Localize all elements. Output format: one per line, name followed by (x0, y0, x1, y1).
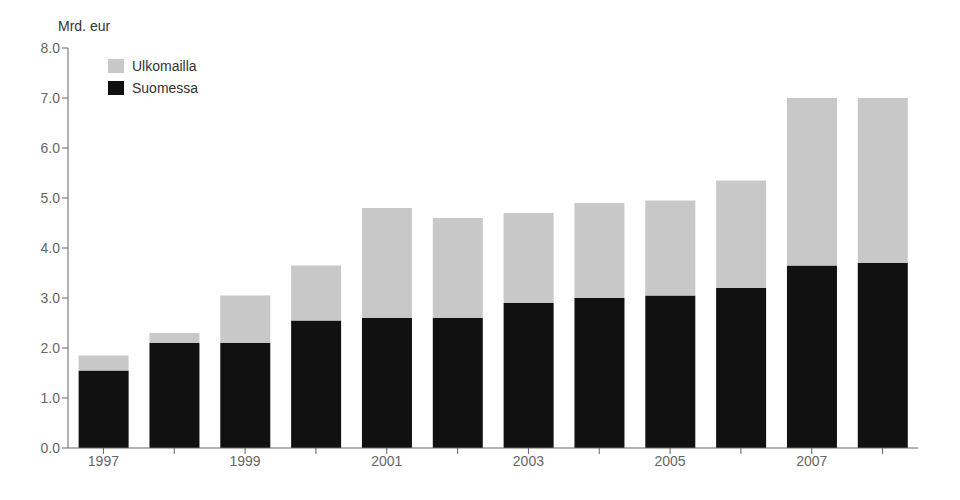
svg-text:2.0: 2.0 (41, 340, 61, 356)
svg-text:4.0: 4.0 (41, 240, 61, 256)
svg-text:2003: 2003 (513, 453, 544, 469)
svg-text:1.0: 1.0 (41, 390, 61, 406)
svg-text:6.0: 6.0 (41, 140, 61, 156)
html-text:Suomessa: Suomessa (132, 80, 199, 96)
html-text:Mrd. eur: Mrd. eur (58, 18, 111, 34)
svg-text:0.0: 0.0 (41, 440, 61, 456)
svg-text:2007: 2007 (796, 453, 827, 469)
svg-text:7.0: 7.0 (41, 90, 61, 106)
svg-text:1999: 1999 (230, 453, 261, 469)
svg-text:5.0: 5.0 (41, 190, 61, 206)
svg-text:1997: 1997 (88, 453, 119, 469)
svg-text:2001: 2001 (371, 453, 402, 469)
svg-text:3.0: 3.0 (41, 290, 61, 306)
svg-text:8.0: 8.0 (41, 40, 61, 56)
svg-text:2005: 2005 (655, 453, 686, 469)
html-text:Ulkomailla: Ulkomailla (132, 58, 197, 74)
